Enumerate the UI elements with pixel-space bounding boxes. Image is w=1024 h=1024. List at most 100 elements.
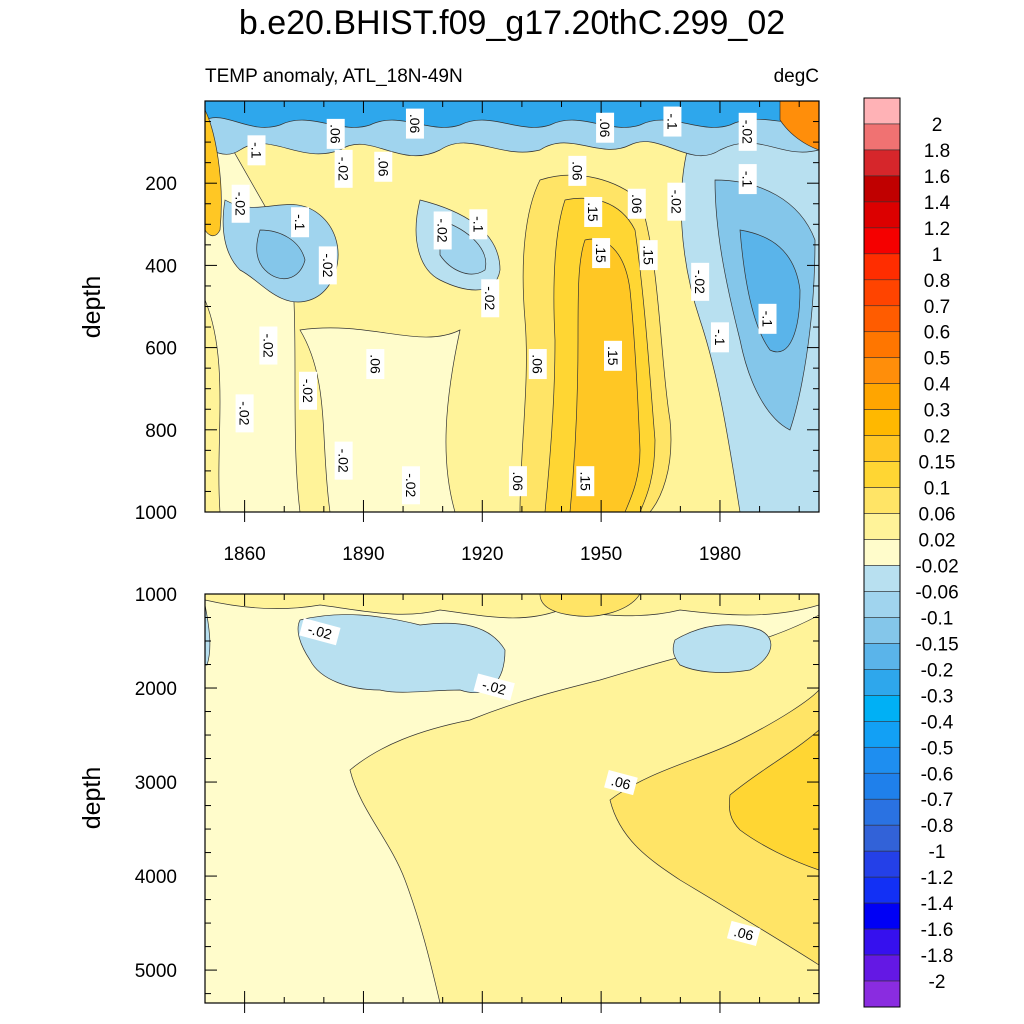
- lower-panel: -.02 -.02 .06 .06 1000 2000 3000 4000 5000 dept…: [78, 585, 820, 1013]
- contour-label-text: .15: [593, 243, 609, 263]
- contour-label-box: [596, 112, 615, 143]
- colorbar-box: [863, 669, 901, 696]
- subtitle-left: TEMP anomaly, ATL_18N-49N: [205, 66, 463, 87]
- contour-label: .06: [604, 769, 638, 796]
- colorbar-box: [863, 902, 901, 930]
- contour-label-box: [401, 466, 420, 505]
- upper-ylabel: depth: [78, 276, 106, 339]
- colorbar-box: [863, 409, 901, 436]
- lower-frame: [204, 593, 820, 1004]
- contour-label-text: -.02: [692, 270, 708, 294]
- lower-region-blue-1: [297, 614, 506, 693]
- contour-label: .06: [326, 118, 345, 149]
- contour-label: -.02: [433, 211, 452, 250]
- colorbar-box: [863, 617, 901, 644]
- contour-label-text: -.02: [435, 218, 451, 242]
- colorbar-box: [863, 539, 901, 566]
- colorbar-label: -0.7: [921, 790, 954, 811]
- lower-plot-area: -.02 -.02 .06 .06: [205, 594, 819, 1003]
- colorbar-label: 1: [932, 245, 943, 266]
- contour-label-box: [568, 155, 587, 186]
- chart-title: b.e20.BHIST.f09_g17.20thC.299_02: [238, 4, 786, 42]
- contour-label-text: .15: [605, 346, 621, 366]
- colorbar-box: [863, 279, 901, 307]
- contour-label-text: -.1: [292, 214, 308, 231]
- lower-ylabel: depth: [78, 767, 106, 830]
- contour-label: .15: [592, 238, 611, 269]
- y-tick-label: 2000: [135, 679, 177, 700]
- contour-label-box: [738, 112, 757, 151]
- contour-label-box: [334, 149, 353, 188]
- contour-label: .06: [726, 920, 761, 946]
- contour-label-text: -.02: [320, 253, 336, 277]
- lower-contour-labels: -.02 -.02 .06 .06: [299, 617, 761, 946]
- contour-label-box: [469, 209, 488, 240]
- contour-label: .15: [604, 340, 623, 371]
- contour-label-text: -.1: [664, 113, 680, 130]
- colorbar-box: [863, 565, 901, 592]
- colorbar-label: 0.3: [924, 401, 950, 422]
- contour-label-text: -.1: [470, 216, 486, 233]
- colorbar-label: 1.8: [924, 141, 950, 162]
- colorbar-label: -0.5: [921, 738, 954, 759]
- contour-label-text: -.02: [300, 379, 316, 403]
- contour-label-box: [738, 164, 757, 195]
- y-tick-label: 600: [145, 339, 177, 360]
- colorbar-label: -2: [929, 972, 946, 993]
- contour-label-text: -.02: [403, 473, 419, 497]
- contour-label-text: .06: [629, 194, 645, 214]
- contour-label-text: .06: [530, 354, 546, 374]
- lower-y-axis: 1000 2000 3000 4000 5000: [135, 585, 819, 995]
- contour-label-text: -.1: [248, 142, 264, 159]
- colorbar-label: -0.6: [921, 764, 954, 785]
- colorbar-label: -0.15: [915, 634, 958, 655]
- y-tick-label: 800: [145, 421, 177, 442]
- contour-label-text: -.02: [482, 286, 498, 310]
- contour-label-box: [508, 466, 527, 497]
- lower-region-top-yellow: [205, 594, 819, 619]
- colorbar-frame: [863, 97, 901, 1008]
- colorbar-box: [863, 980, 901, 1008]
- colorbar-label: -0.02: [915, 556, 958, 577]
- y-tick-label: 1000: [135, 503, 177, 524]
- contour-label: .06: [568, 155, 587, 186]
- contour-label-text: .06: [569, 161, 585, 181]
- contour-label: .06: [374, 151, 393, 182]
- contour-label: -.1: [291, 207, 310, 238]
- contour-label-text: .06: [375, 157, 391, 177]
- colorbar-label: -1.6: [921, 920, 954, 941]
- contour-label-box: [231, 184, 250, 223]
- contour-label-box: [298, 371, 317, 410]
- contour-label-text: .15: [641, 245, 657, 265]
- contour-label-box: [627, 188, 646, 219]
- colorbar-box: [863, 175, 901, 203]
- contour-label-box: [235, 394, 254, 433]
- contour-label-box: [528, 349, 547, 380]
- colorbar-box: [863, 591, 901, 618]
- colorbar-label: 0.2: [924, 427, 950, 448]
- contour-label: -.02: [334, 149, 353, 188]
- contour-label-box: [405, 108, 424, 139]
- colorbar-label: -0.2: [921, 660, 954, 681]
- y-tick-label: 200: [145, 174, 177, 195]
- contour-label: -.1: [758, 303, 777, 334]
- contour-label: .15: [639, 240, 658, 271]
- contour-label-text: .06: [609, 772, 632, 793]
- contour-label: -.02: [401, 466, 420, 505]
- contour-label-text: -.02: [336, 157, 352, 181]
- contour-label-box: [334, 441, 353, 480]
- colorbar-label: 0.15: [919, 453, 956, 474]
- contour-label: .15: [576, 466, 595, 497]
- contour-label: -.1: [469, 209, 488, 240]
- contour-label-text: -.02: [480, 676, 508, 698]
- contour-label: -.02: [231, 184, 250, 223]
- contour-label-box: [710, 322, 729, 353]
- upper-region-blue-1b: [256, 229, 306, 280]
- colorbar-label: 0.1: [924, 479, 950, 500]
- colorbar-label: -1.4: [921, 894, 954, 915]
- colorbar-label: 0.5: [924, 349, 950, 370]
- contour-label-text: -.02: [336, 449, 352, 473]
- contour-label-box: [318, 246, 337, 285]
- contour-label-box: [592, 238, 611, 269]
- contour-label-text: -.1: [740, 171, 756, 188]
